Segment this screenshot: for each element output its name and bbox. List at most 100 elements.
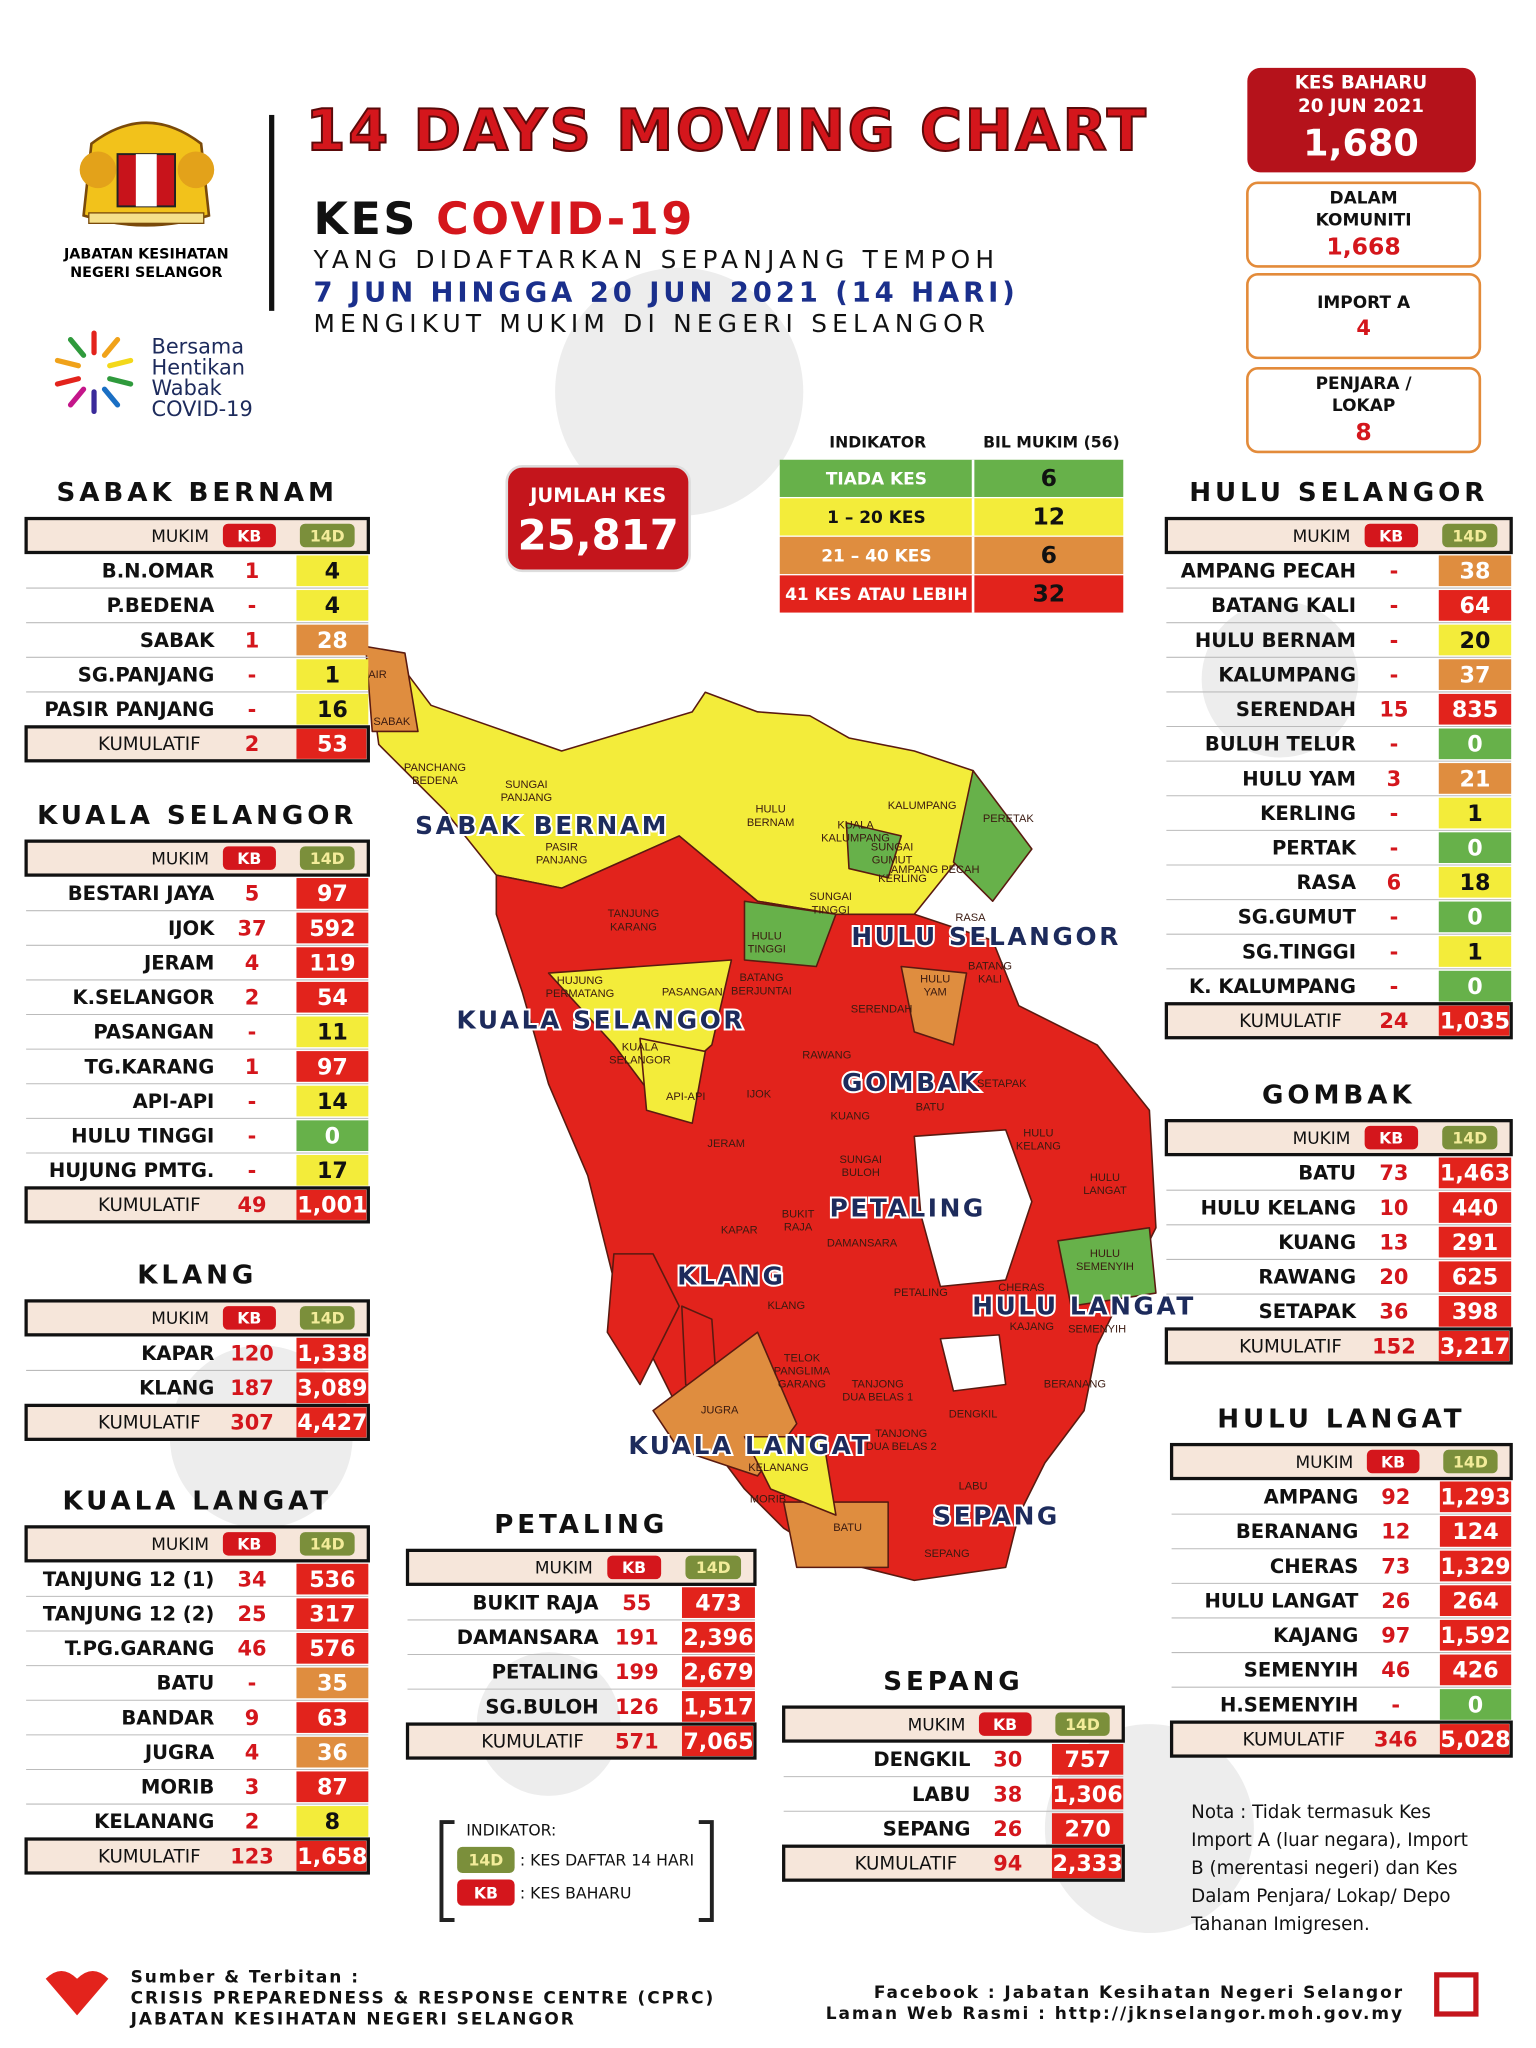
mukim-label: BERNAM bbox=[747, 817, 794, 829]
cumulative-label: KUMULATIF bbox=[1239, 1011, 1342, 1032]
mukim-label: DUA BELAS 2 bbox=[866, 1441, 937, 1453]
cases-14d-cell bbox=[296, 693, 369, 725]
cumulative-kb: 94 bbox=[993, 1851, 1022, 1875]
cases-14d: 11 bbox=[317, 1020, 348, 1046]
new-cases: 6 bbox=[1387, 871, 1402, 895]
legend-frame bbox=[439, 1820, 714, 1922]
mukim-name: B.N.OMAR bbox=[102, 560, 215, 583]
cases-14d: 38 bbox=[1460, 559, 1491, 585]
header-mukim: MUKIM bbox=[1293, 1129, 1351, 1149]
mukim-label: BERANANG bbox=[1044, 1378, 1106, 1390]
mukim-name: RASA bbox=[1297, 871, 1357, 894]
cases-14d: 592 bbox=[309, 916, 355, 942]
cumulative-14d: 1,035 bbox=[1440, 1009, 1510, 1035]
cases-14d: 54 bbox=[317, 985, 348, 1011]
mukim-label: SUNGAI bbox=[871, 842, 914, 854]
district-label: GOMBAK bbox=[842, 1068, 981, 1097]
new-cases: - bbox=[1390, 905, 1399, 929]
summary-box bbox=[1246, 272, 1482, 360]
cases-14d: 291 bbox=[1452, 1230, 1498, 1256]
mukim-label: PANCHANG bbox=[404, 762, 466, 774]
new-cases: 37 bbox=[237, 916, 266, 940]
new-cases: - bbox=[248, 1089, 257, 1113]
new-cases: - bbox=[1390, 836, 1399, 860]
header-kb: KB bbox=[993, 1715, 1017, 1734]
mukim-label: PERETAK bbox=[983, 813, 1035, 825]
cases-14d: 21 bbox=[1460, 766, 1491, 792]
mukim-label: RAWANG bbox=[802, 1049, 851, 1061]
new-cases: 126 bbox=[615, 1695, 659, 1719]
mukim-label: SUNGAI bbox=[505, 779, 548, 791]
new-cases: - bbox=[248, 1159, 257, 1183]
header-14d-pill bbox=[1442, 1125, 1498, 1150]
header-kb-pill bbox=[222, 1306, 276, 1330]
cases-14d: 119 bbox=[309, 950, 355, 976]
footer-contact: Facebook : Jabatan Kesihatan Negeri Sela… bbox=[874, 1983, 1404, 2003]
cases-14d-cell bbox=[296, 912, 369, 944]
mukim-name: SG.PANJANG bbox=[78, 663, 215, 686]
mukim-name: KELANANG bbox=[94, 1810, 214, 1833]
cases-14d: 2,679 bbox=[683, 1660, 753, 1686]
mukim-label: AMPANG PECAH bbox=[891, 864, 980, 876]
cumulative-label: KUMULATIF bbox=[481, 1731, 584, 1752]
new-cases: 73 bbox=[1381, 1554, 1410, 1578]
org-name: NEGERI SELANGOR bbox=[70, 265, 222, 281]
mukim-label: RAJA bbox=[784, 1222, 813, 1234]
mukim-name: HUJUNG PMTG. bbox=[49, 1159, 214, 1182]
header-kb-pill bbox=[1364, 1125, 1419, 1150]
total-box bbox=[505, 464, 691, 573]
mukim-name: AMPANG PECAH bbox=[1181, 560, 1356, 583]
header-kb: KB bbox=[622, 1558, 646, 1577]
mukim-name: SETAPAK bbox=[1259, 1300, 1357, 1323]
new-cases: 3 bbox=[1387, 767, 1402, 791]
cases-14d-cell bbox=[296, 555, 369, 587]
cases-14d-cell bbox=[1438, 970, 1512, 1002]
indicator-count: 6 bbox=[1041, 541, 1057, 569]
cases-14d-cell bbox=[1438, 1261, 1512, 1293]
summary-label: KOMUNITI bbox=[1316, 211, 1412, 231]
new-cases: - bbox=[1390, 559, 1399, 583]
summary-value: 1,668 bbox=[1326, 233, 1400, 261]
note-line: B (merentasi negeri) dan Kes bbox=[1191, 1858, 1457, 1879]
title: 14 DAYS MOVING CHART bbox=[306, 97, 1149, 164]
mukim-label: LANGAT bbox=[1083, 1185, 1127, 1197]
new-cases: - bbox=[1390, 801, 1399, 825]
cases-14d: 0 bbox=[1467, 905, 1482, 931]
mukim-name: SEPANG bbox=[883, 1817, 971, 1840]
mukim-label: JUGRA bbox=[701, 1405, 739, 1417]
header-14d: 14D bbox=[1065, 1715, 1100, 1734]
cases-14d-cell bbox=[296, 947, 369, 978]
new-cases: - bbox=[248, 1124, 257, 1148]
cases-14d: 18 bbox=[1460, 870, 1491, 896]
cases-14d-cell bbox=[296, 1051, 369, 1082]
summary-box bbox=[1246, 181, 1482, 268]
mukim-label: TANJONG bbox=[852, 1378, 904, 1390]
cases-14d: 28 bbox=[317, 628, 348, 654]
table-title: KUALA SELANGOR bbox=[37, 801, 357, 831]
cases-14d-cell bbox=[1051, 1744, 1124, 1775]
new-cases: - bbox=[1390, 628, 1399, 652]
mukim-name: SG.GUMUT bbox=[1238, 906, 1357, 929]
region-orange bbox=[782, 1501, 889, 1569]
divider bbox=[269, 114, 275, 311]
kuala-lumpur bbox=[913, 1129, 1033, 1288]
mukim-name: KUANG bbox=[1278, 1231, 1356, 1254]
cumulative-label: KUMULATIF bbox=[1239, 1336, 1342, 1357]
header-mukim: MUKIM bbox=[151, 527, 209, 547]
mukim-label: SUNGAI bbox=[809, 891, 852, 903]
cases-14d: 97 bbox=[317, 881, 348, 907]
cases-14d: 0 bbox=[325, 1123, 340, 1149]
cases-14d: 17 bbox=[317, 1158, 348, 1184]
mukim-name: JUGRA bbox=[143, 1741, 215, 1764]
header-kb-pill bbox=[1364, 523, 1419, 548]
cases-14d-cell bbox=[296, 1372, 369, 1404]
mukim-name: DAMANSARA bbox=[457, 1626, 600, 1649]
mukim-label: BATANG bbox=[739, 972, 783, 984]
mukim-label: DAMANSARA bbox=[827, 1237, 898, 1249]
mukim-label: SUNGAI bbox=[839, 1154, 882, 1166]
cases-14d: 1,329 bbox=[1440, 1554, 1510, 1580]
mukim-label: KUANG bbox=[831, 1111, 870, 1123]
mukim-name: SG.BULOH bbox=[485, 1695, 598, 1718]
cases-14d: 0 bbox=[1467, 835, 1482, 861]
mukim-label: IJOK bbox=[747, 1088, 772, 1100]
